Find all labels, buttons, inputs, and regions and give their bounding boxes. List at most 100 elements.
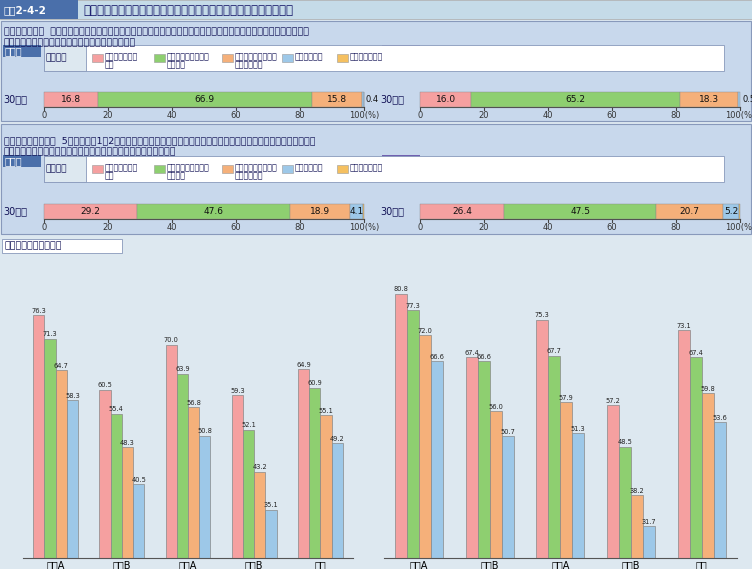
Bar xyxy=(420,92,472,107)
Text: 中学校: 中学校 xyxy=(384,156,402,166)
Text: 100(%): 100(%) xyxy=(349,110,379,119)
Bar xyxy=(656,204,723,219)
Text: 49.2: 49.2 xyxy=(330,436,344,442)
Bar xyxy=(420,204,505,219)
Text: そのとおりだと: そのとおりだと xyxy=(105,52,138,61)
Bar xyxy=(98,92,312,107)
Bar xyxy=(92,54,103,62)
Text: 小学校: 小学校 xyxy=(5,46,23,56)
Bar xyxy=(382,155,420,167)
Bar xyxy=(44,339,56,569)
Bar xyxy=(690,357,702,569)
Text: 80: 80 xyxy=(671,222,681,232)
Text: 主体的・対話的で深い学びの視点からの授業改善に関する取組状況: 主体的・対話的で深い学びの視点からの授業改善に関する取組状況 xyxy=(83,3,293,17)
Bar xyxy=(337,165,348,173)
Bar xyxy=(243,430,254,569)
Text: 30年度: 30年度 xyxy=(3,207,27,216)
Text: どちらかといえば，: どちらかといえば， xyxy=(167,163,210,172)
Bar xyxy=(631,495,643,569)
Bar xyxy=(619,447,631,569)
Text: 80.8: 80.8 xyxy=(393,286,408,292)
Bar xyxy=(44,204,138,219)
Text: 40: 40 xyxy=(167,222,177,232)
Bar xyxy=(738,92,740,107)
Text: 80: 80 xyxy=(671,110,681,119)
Text: 30年度: 30年度 xyxy=(380,94,404,105)
Text: 55.1: 55.1 xyxy=(319,408,333,414)
Text: 48.5: 48.5 xyxy=(617,439,632,445)
Text: 70.0: 70.0 xyxy=(164,337,178,344)
Bar xyxy=(560,402,572,569)
Text: 65.2: 65.2 xyxy=(566,95,586,104)
Bar xyxy=(548,356,560,569)
Text: 80: 80 xyxy=(295,222,305,232)
Bar xyxy=(332,443,343,569)
Bar xyxy=(33,315,44,569)
Text: 80: 80 xyxy=(295,110,305,119)
Bar xyxy=(222,54,233,62)
Bar xyxy=(0,0,752,19)
Bar xyxy=(154,165,165,173)
Bar xyxy=(111,414,122,569)
Bar xyxy=(350,204,363,219)
Text: 56.0: 56.0 xyxy=(488,403,503,410)
Text: 64.7: 64.7 xyxy=(54,362,68,369)
Bar xyxy=(395,294,407,569)
Text: そう思わない: そう思わない xyxy=(295,163,323,172)
Text: 0.5: 0.5 xyxy=(742,95,752,104)
Bar xyxy=(572,434,584,569)
Bar xyxy=(472,92,680,107)
Bar xyxy=(1,124,751,234)
Bar xyxy=(67,400,78,569)
Text: 60.5: 60.5 xyxy=(98,382,112,389)
Text: 4.1: 4.1 xyxy=(350,207,364,216)
Text: 中学校: 中学校 xyxy=(384,46,402,56)
Text: 20.7: 20.7 xyxy=(680,207,699,216)
Bar xyxy=(502,436,514,569)
Bar xyxy=(177,374,188,569)
Text: 66.9: 66.9 xyxy=(195,95,215,104)
Text: 0: 0 xyxy=(41,222,47,232)
Bar xyxy=(44,45,724,71)
Text: 【学校質問紙】  調査対象学年の児童生徒は，授業では，課題の解決に向けて，自分で考え，自分から取り組むことが: 【学校質問紙】 調査対象学年の児童生徒は，授業では，課題の解決に向けて，自分で考… xyxy=(4,27,309,36)
Bar xyxy=(165,345,177,569)
Bar xyxy=(122,447,133,569)
Text: 47.6: 47.6 xyxy=(204,207,223,216)
Bar xyxy=(1,21,751,121)
Text: 57.2: 57.2 xyxy=(605,398,620,404)
Bar xyxy=(254,472,265,569)
Text: 回答割合: 回答割合 xyxy=(46,164,68,174)
Bar xyxy=(56,370,67,569)
Text: 43.2: 43.2 xyxy=(253,464,267,470)
Text: そう思う: そう思う xyxy=(167,171,186,180)
Bar xyxy=(407,311,419,569)
Bar xyxy=(490,411,502,569)
Bar xyxy=(337,54,348,62)
Text: どちらかといえば，: どちらかといえば， xyxy=(235,163,277,172)
Text: 進んで取り組んでいたと思いますか。（新規）: 進んで取り組んでいたと思いますか。（新規） xyxy=(4,147,177,156)
Bar xyxy=(44,92,98,107)
Text: 100(%): 100(%) xyxy=(725,110,752,119)
Bar xyxy=(723,204,739,219)
Text: 48.3: 48.3 xyxy=(120,440,135,446)
Bar xyxy=(199,436,211,569)
Text: 35.1: 35.1 xyxy=(264,502,278,509)
Bar xyxy=(680,92,738,107)
Bar xyxy=(382,45,420,57)
Text: 71.3: 71.3 xyxy=(43,331,57,337)
Text: 76.3: 76.3 xyxy=(32,308,46,314)
Text: 66.6: 66.6 xyxy=(476,353,491,360)
Text: 66.6: 66.6 xyxy=(429,353,444,360)
Text: 5.2: 5.2 xyxy=(724,207,738,216)
Text: そう思わない: そう思わない xyxy=(235,60,263,69)
Bar xyxy=(3,45,41,57)
Bar xyxy=(678,330,690,569)
Bar xyxy=(282,165,293,173)
Text: 50.8: 50.8 xyxy=(198,428,212,434)
Bar xyxy=(138,204,290,219)
Text: 59.3: 59.3 xyxy=(230,388,244,394)
Bar xyxy=(607,405,619,569)
Bar xyxy=(362,92,364,107)
Bar xyxy=(505,204,656,219)
Text: 30年度: 30年度 xyxy=(380,207,404,216)
